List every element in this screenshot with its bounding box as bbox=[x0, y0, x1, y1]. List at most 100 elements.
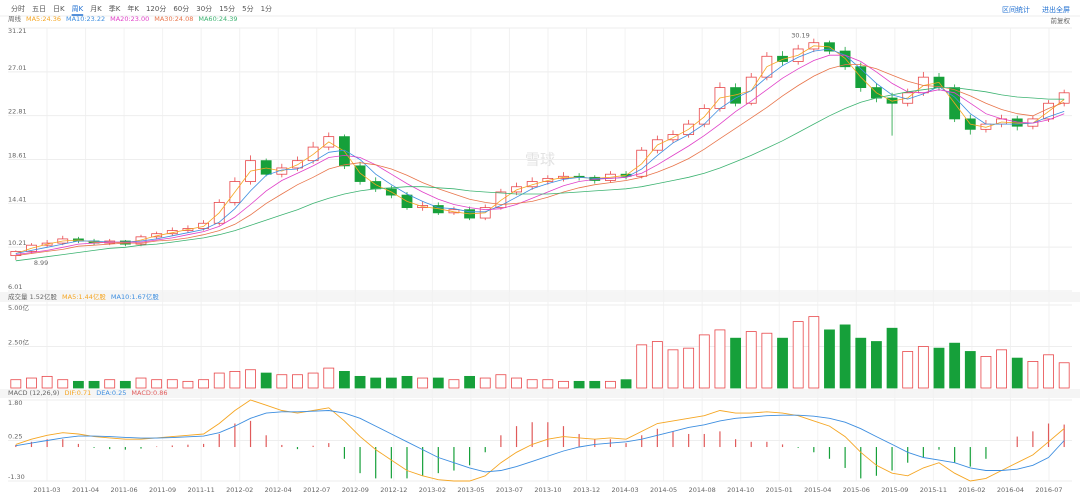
tab[interactable]: 年K bbox=[127, 4, 139, 13]
volume-bar bbox=[1011, 357, 1023, 389]
volume-bar bbox=[292, 374, 303, 389]
volume-bar bbox=[792, 321, 804, 389]
x-tick-label: 2013-05 bbox=[457, 486, 484, 494]
volume-bar bbox=[307, 372, 319, 389]
volume-bar bbox=[151, 379, 163, 389]
volume-bar bbox=[385, 377, 397, 389]
candle-body bbox=[886, 97, 898, 104]
x-tick-label: 2014-05 bbox=[650, 486, 677, 494]
tab[interactable]: 日K bbox=[53, 5, 65, 13]
tab[interactable]: 周K bbox=[72, 5, 84, 13]
x-tick-label: 2016-04 bbox=[997, 486, 1024, 494]
volume-bar bbox=[104, 379, 116, 389]
volume-bar bbox=[871, 341, 882, 389]
x-tick-label: 2013-12 bbox=[573, 486, 600, 494]
volume-bar bbox=[605, 380, 616, 389]
x-tick-label: 2015-01 bbox=[766, 486, 793, 494]
tab[interactable]: 1分 bbox=[261, 4, 272, 13]
x-tick-label: 2012-09 bbox=[342, 486, 369, 494]
volume-bar bbox=[339, 370, 350, 389]
legend-entry: MACD (12,26,9) bbox=[8, 389, 59, 397]
tab[interactable]: 15分 bbox=[219, 4, 235, 13]
x-tick-label: 2012-04 bbox=[265, 486, 292, 494]
ma-line bbox=[15, 64, 1065, 256]
volume-bar bbox=[683, 347, 695, 389]
volume-bar bbox=[26, 377, 37, 389]
volume-bar bbox=[401, 375, 413, 389]
tab[interactable]: 季K bbox=[109, 4, 121, 13]
volume-bar bbox=[57, 379, 69, 389]
tab[interactable]: 五日 bbox=[32, 5, 46, 13]
candle-body bbox=[511, 186, 522, 193]
volume-bar bbox=[370, 377, 382, 389]
candle-body bbox=[292, 160, 303, 169]
candle-body bbox=[526, 181, 538, 188]
legend-entry: MA60:24.39 bbox=[198, 15, 237, 23]
legend-entry: MACD:0.86 bbox=[131, 389, 167, 397]
range-stats[interactable]: 区间统计 bbox=[1002, 5, 1030, 14]
volume-bar bbox=[1027, 361, 1039, 389]
y-tick-label: 31.21 bbox=[8, 27, 27, 35]
volume-bar bbox=[73, 380, 84, 389]
x-tick-label: 2011-09 bbox=[149, 486, 176, 494]
volume-bar bbox=[730, 337, 741, 389]
volume-bar bbox=[448, 379, 460, 389]
legend-entry: MA10:23.22 bbox=[66, 15, 105, 23]
volume-bar bbox=[839, 324, 851, 389]
y-tick-label: 2.50亿 bbox=[8, 338, 29, 347]
volume-bar bbox=[323, 367, 335, 389]
adjust-mode[interactable]: 前复权 bbox=[1051, 16, 1071, 25]
x-tick-label: 2011-06 bbox=[110, 486, 137, 494]
volume-bar bbox=[511, 377, 522, 389]
legend-entry: MA5:1.44亿股 bbox=[62, 292, 106, 301]
ma-line bbox=[15, 410, 1065, 473]
volume-bar bbox=[996, 349, 1007, 389]
tab[interactable]: 120分 bbox=[146, 4, 166, 13]
volume-bar bbox=[10, 379, 22, 389]
y-tick-label: 27.01 bbox=[8, 64, 27, 72]
volume-bar bbox=[651, 341, 663, 389]
volume-bar bbox=[1043, 354, 1054, 389]
y-tick-label: 10.21 bbox=[8, 239, 27, 247]
tab[interactable]: 分时 bbox=[11, 4, 25, 13]
candle-body bbox=[260, 160, 272, 175]
tab[interactable]: 5分 bbox=[242, 4, 253, 13]
x-tick-label: 2014-08 bbox=[689, 486, 716, 494]
tab[interactable]: 60分 bbox=[173, 4, 189, 13]
volume-bar bbox=[886, 327, 898, 389]
x-tick-label: 2015-11 bbox=[920, 486, 947, 494]
fullscreen[interactable]: 进出全屏 bbox=[1042, 5, 1070, 14]
volume-bar bbox=[88, 380, 100, 389]
volume-bar bbox=[119, 380, 131, 389]
volume-bar bbox=[213, 372, 225, 389]
volume-bar bbox=[276, 374, 288, 389]
volume-bar bbox=[761, 332, 773, 389]
volume-bar bbox=[229, 370, 241, 389]
volume-bar bbox=[714, 329, 726, 389]
x-tick-label: 2012-12 bbox=[380, 486, 407, 494]
candle-body bbox=[777, 55, 788, 62]
volume-bar bbox=[542, 379, 554, 389]
y-tick-label: 0.25 bbox=[8, 433, 22, 441]
y-tick-label: 14.41 bbox=[8, 195, 27, 203]
tab[interactable]: 月K bbox=[90, 5, 102, 13]
macd-header bbox=[0, 389, 1080, 398]
volume-bar bbox=[745, 331, 757, 389]
min-label: 8.99 bbox=[34, 259, 48, 267]
y-tick-label: 5.00亿 bbox=[8, 303, 29, 312]
x-tick-label: 2012-02 bbox=[226, 486, 253, 494]
x-tick-label: 2011-04 bbox=[72, 486, 99, 494]
volume-bar bbox=[980, 356, 992, 389]
x-tick-label: 2013-07 bbox=[496, 486, 523, 494]
volume-bar bbox=[432, 377, 444, 389]
tab[interactable]: 30分 bbox=[196, 4, 212, 13]
candle-body bbox=[151, 233, 163, 238]
volume-bar bbox=[824, 329, 835, 389]
x-tick-label: 2012-07 bbox=[303, 486, 330, 494]
legend-entry: DIF:0.71 bbox=[64, 389, 91, 397]
volume-bar bbox=[636, 344, 648, 389]
x-tick-label: 2013-10 bbox=[534, 486, 561, 494]
ma-line bbox=[15, 45, 1065, 254]
volume-bar bbox=[698, 334, 710, 389]
volume-bar bbox=[558, 380, 569, 389]
